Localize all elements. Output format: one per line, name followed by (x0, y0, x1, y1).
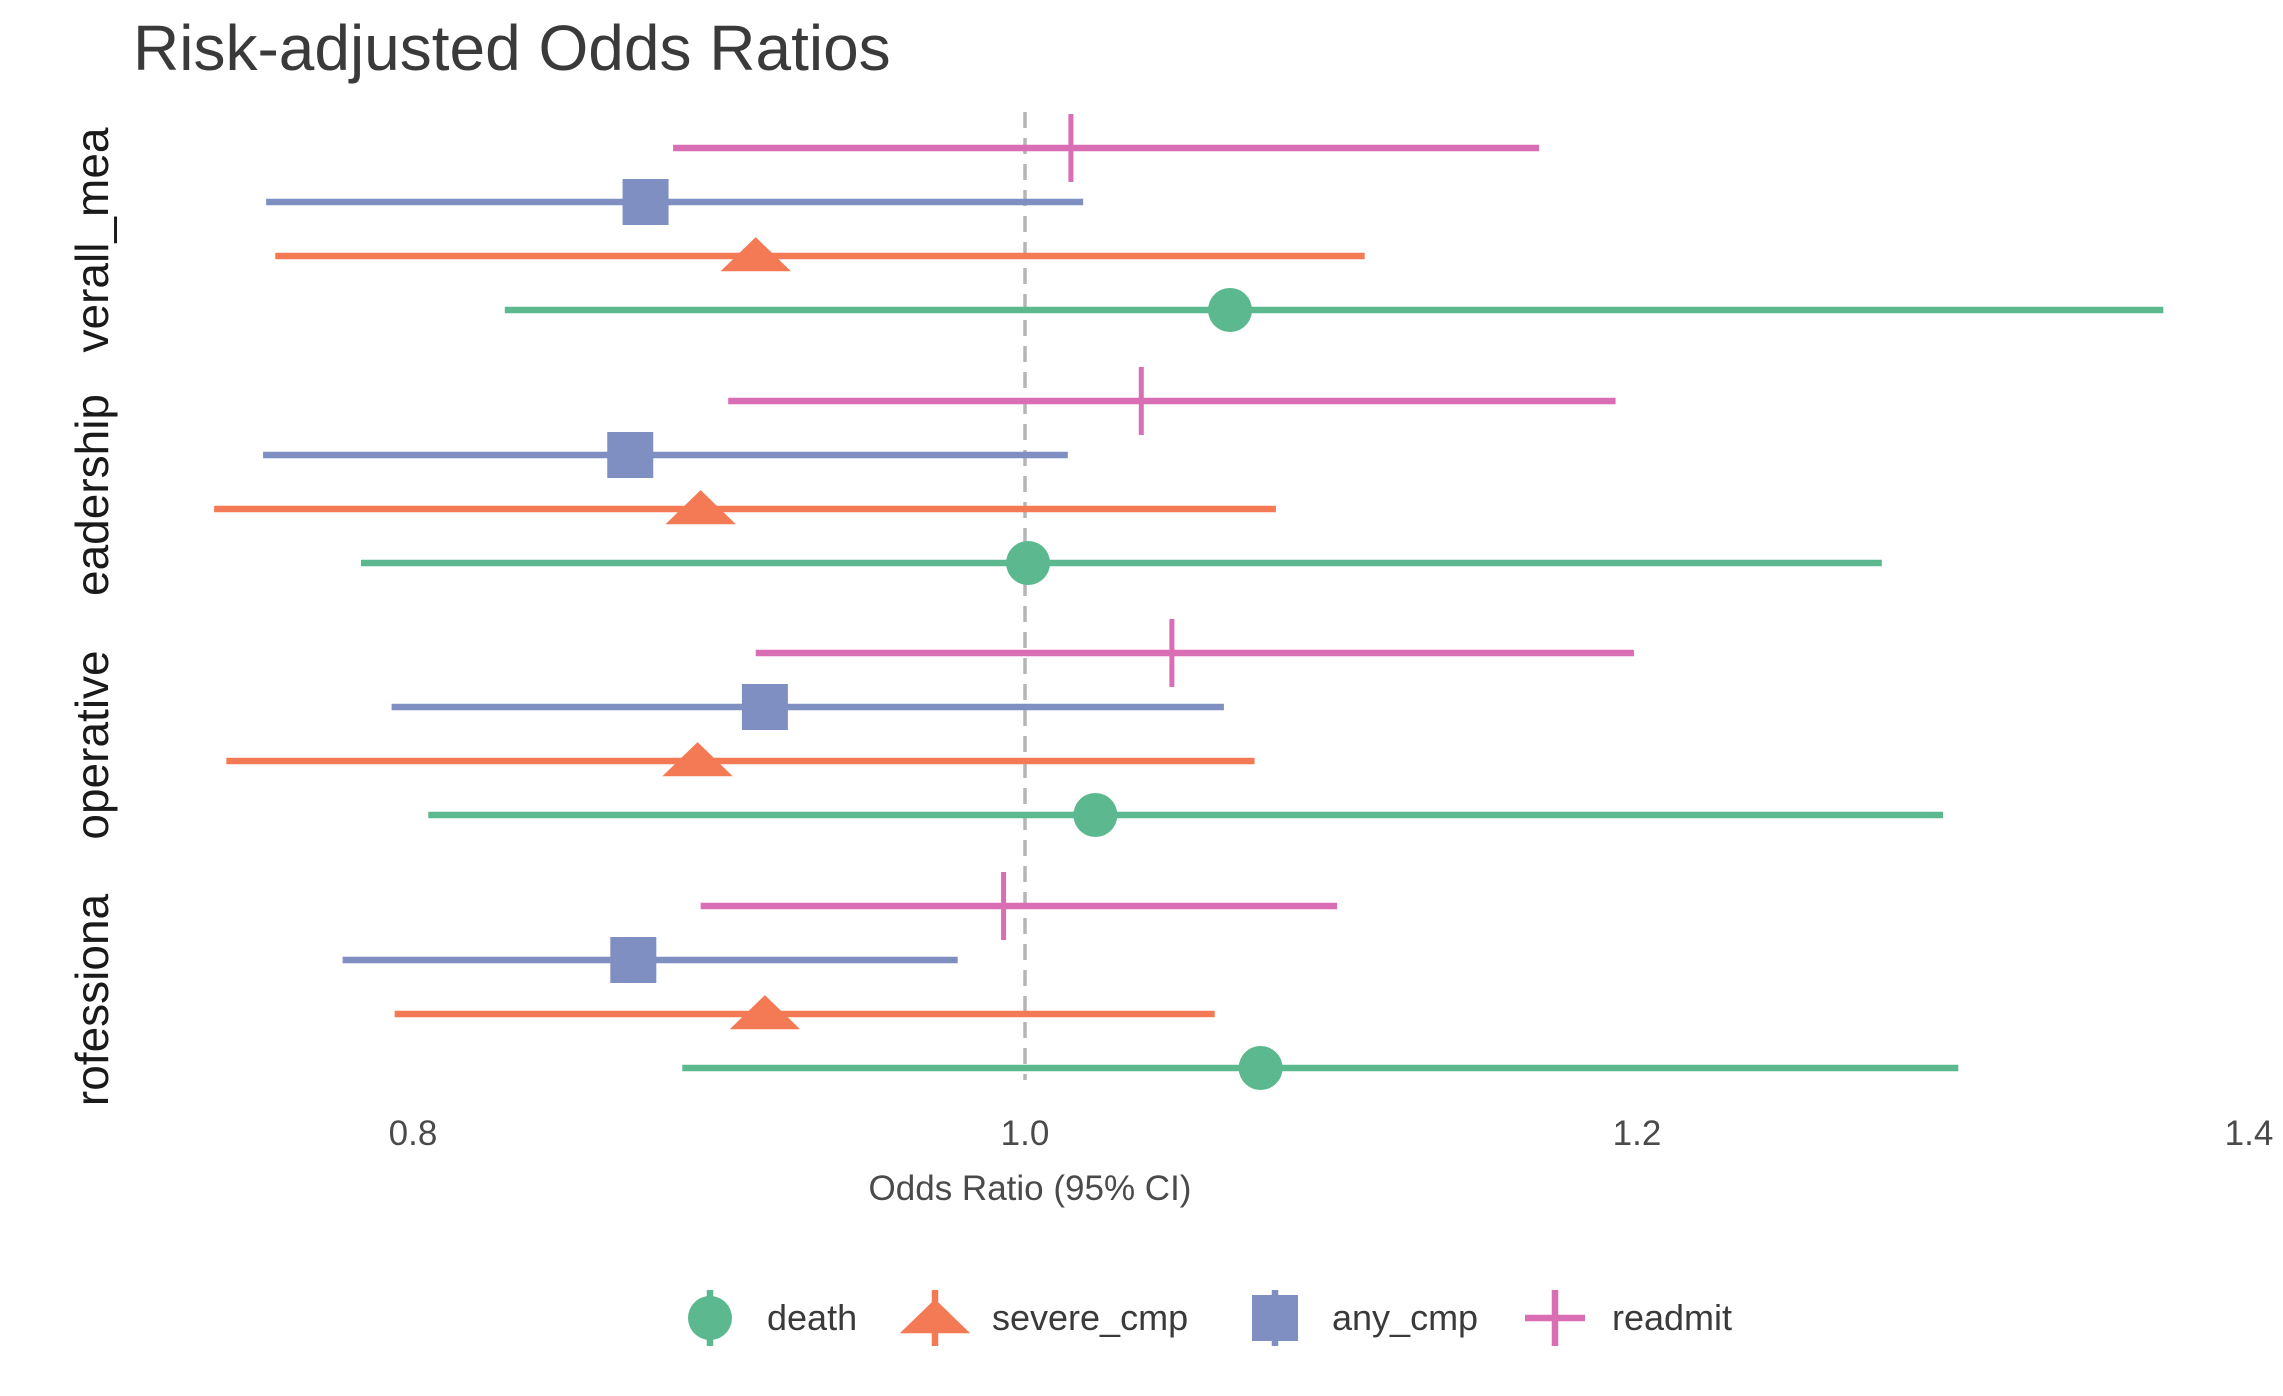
legend-key-marker (899, 1299, 971, 1334)
legend: death severe_cmp any_cmp readmit (688, 1290, 1732, 1346)
legend-item: readmit (1525, 1290, 1732, 1346)
y-category-label: rofessiona (66, 893, 118, 1106)
legend-key-marker (1252, 1295, 1298, 1341)
legend-label: readmit (1612, 1297, 1732, 1338)
legend-label: any_cmp (1332, 1297, 1478, 1338)
point-estimate (1208, 288, 1253, 332)
point-estimate (665, 490, 736, 525)
legend-label: death (767, 1297, 857, 1338)
point-estimate (741, 684, 788, 730)
legend-key-marker (688, 1296, 732, 1340)
chart-title: Risk-adjusted Odds Ratios (133, 12, 891, 84)
point-estimate (622, 179, 669, 225)
y-category-label: eadership (66, 394, 118, 596)
point-estimate (1073, 793, 1118, 837)
x-tick-label: 1.4 (2225, 1114, 2274, 1153)
x-axis-title: Odds Ratio (95% CI) (869, 1169, 1192, 1208)
legend-label: severe_cmp (992, 1297, 1188, 1338)
x-tick-label: 1.2 (1613, 1114, 1662, 1153)
point-estimate (720, 237, 791, 272)
x-tick-label: 0.8 (389, 1114, 438, 1153)
legend-item: any_cmp (1252, 1290, 1478, 1346)
point-estimate (1006, 541, 1051, 585)
point-estimate (607, 432, 654, 478)
y-category-label: operative (66, 650, 118, 839)
legend-item: severe_cmp (899, 1290, 1188, 1346)
point-estimate (662, 742, 733, 777)
x-tick-label: 1.0 (1001, 1114, 1050, 1153)
y-category-label: verall_mea (66, 127, 118, 352)
legend-item: death (688, 1290, 857, 1346)
plot-area: 0.8 1.0 1.2 1.4 rofessiona operative eadership… (66, 112, 2273, 1153)
point-estimate (729, 995, 801, 1030)
point-estimate (610, 937, 657, 983)
point-estimate (1238, 1046, 1283, 1090)
